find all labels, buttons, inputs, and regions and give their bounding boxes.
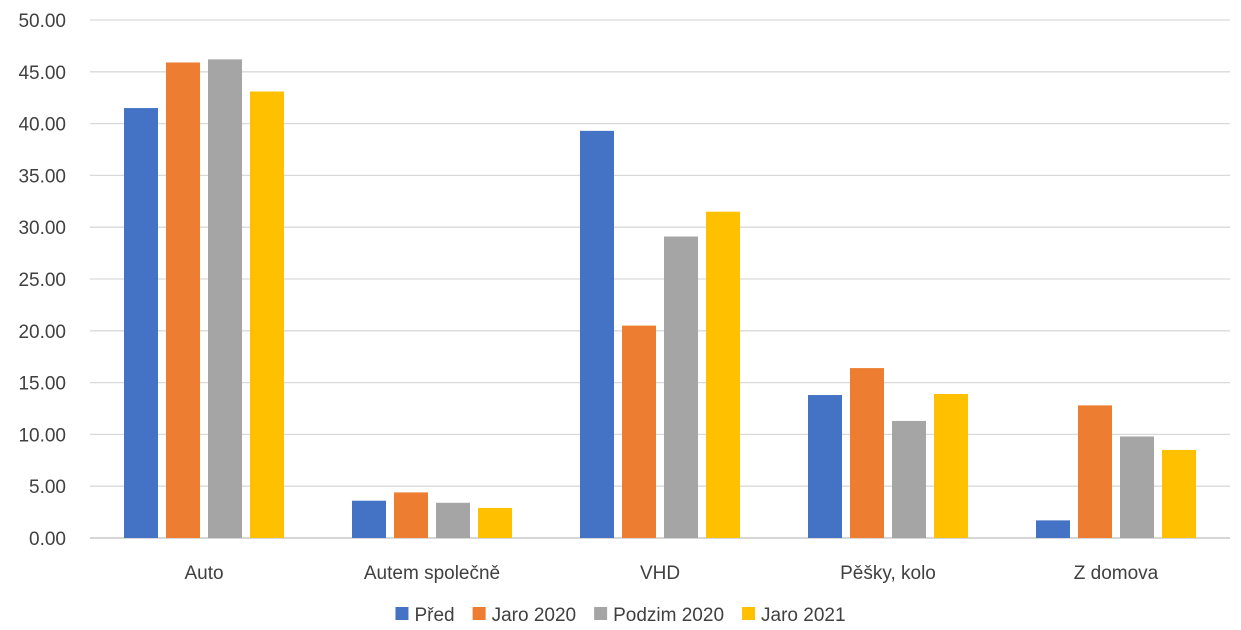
y-tick-label: 10.00 (18, 425, 66, 446)
bar (850, 368, 884, 538)
bar (394, 492, 428, 538)
legend-label: Jaro 2020 (492, 605, 577, 626)
bar (808, 395, 842, 538)
bar (664, 236, 698, 539)
y-tick-label: 50.00 (18, 11, 66, 32)
bar (208, 59, 242, 538)
legend-swatch (395, 607, 409, 620)
bar (1036, 520, 1070, 538)
y-tick-label: 5.00 (29, 477, 66, 498)
bar (166, 62, 200, 538)
legend-label: Jaro 2021 (761, 605, 846, 626)
legend: Před Jaro 2020 Podzim 2020 Jaro 2021 (395, 605, 846, 626)
bar (1120, 436, 1154, 538)
x-tick-label: VHD (640, 563, 680, 584)
x-tick-label: Auto (184, 563, 223, 584)
bar (124, 108, 158, 538)
bar (706, 211, 740, 538)
bar (352, 500, 386, 538)
y-tick-label: 30.00 (18, 218, 66, 239)
x-tick-label: Autem společně (364, 563, 500, 584)
bar (250, 91, 284, 538)
bar (622, 325, 656, 538)
legend-swatch (472, 607, 486, 620)
x-tick-label: Pěšky, kolo (840, 563, 936, 584)
legend-label: Před (414, 605, 454, 626)
bar (1078, 405, 1112, 538)
y-tick-label: 15.00 (18, 374, 66, 395)
y-tick-label: 20.00 (18, 322, 66, 343)
y-axis-ticks: 0.00 5.00 10.00 15.00 20.00 25.00 30.00 35.00 40… (18, 11, 66, 550)
y-tick-label: 0.00 (29, 529, 66, 550)
legend-swatch (742, 607, 756, 620)
y-tick-label: 45.00 (18, 63, 66, 84)
y-tick-label: 25.00 (18, 270, 66, 291)
legend-swatch (594, 607, 608, 620)
x-tick-label: Z domova (1074, 563, 1159, 584)
bar (580, 130, 614, 539)
bar (436, 502, 470, 538)
y-tick-label: 40.00 (18, 115, 66, 136)
bar (892, 420, 926, 538)
x-axis-ticks: Auto Autem společně VHD Pěšky, kolo Z domova (184, 563, 1158, 584)
bar (1162, 449, 1196, 538)
bars (124, 59, 1196, 539)
y-tick-label: 35.00 (18, 166, 66, 187)
bar (934, 393, 968, 538)
legend-label: Podzim 2020 (613, 605, 724, 626)
bar (478, 507, 512, 538)
